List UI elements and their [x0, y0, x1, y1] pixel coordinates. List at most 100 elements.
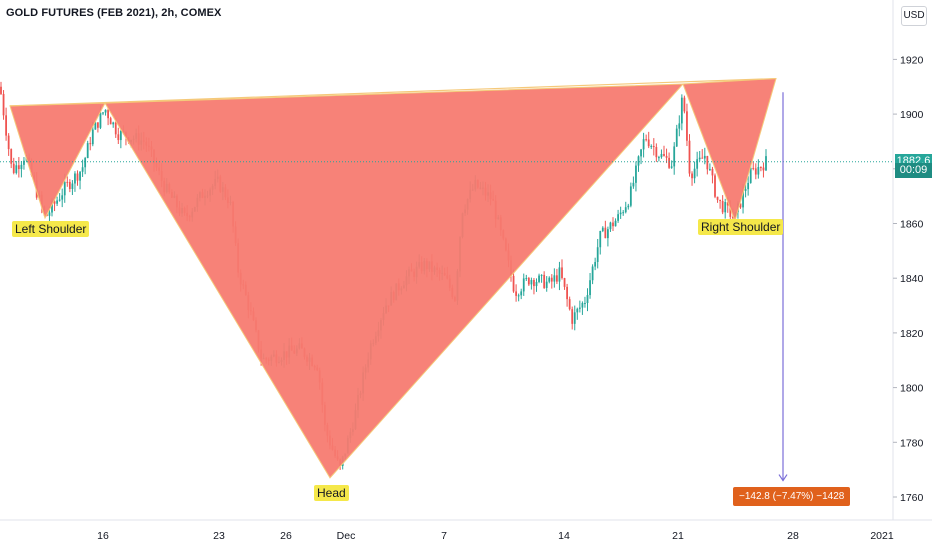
head-and-shoulders-pattern[interactable] — [9, 77, 777, 479]
head-label: Head — [314, 485, 349, 501]
candle-body — [594, 261, 597, 267]
candle-body — [726, 202, 729, 206]
candle-body — [520, 291, 523, 296]
candle-body — [107, 109, 109, 119]
candle-body — [543, 274, 546, 288]
candle-body — [744, 189, 747, 191]
candle-body — [84, 158, 87, 168]
candle-body — [698, 157, 701, 160]
candle-body — [691, 173, 693, 179]
price-tick-label: 1820 — [900, 328, 924, 340]
candle-body — [765, 156, 767, 171]
price-tick-label: 1860 — [900, 219, 924, 231]
candle-body — [622, 212, 625, 214]
candle-body — [66, 181, 69, 183]
candle-body — [558, 267, 561, 282]
candle-body — [617, 214, 619, 221]
candle-body — [721, 200, 724, 213]
candle-body — [53, 201, 56, 204]
right-shoulder-label: Right Shoulder — [698, 219, 784, 235]
candle-body — [678, 123, 681, 129]
candle-body — [97, 122, 99, 128]
candle-body — [647, 139, 650, 147]
time-axis[interactable]: 16 23 26 Dec 7 14 21 28 2021 — [97, 530, 894, 542]
candle-body — [515, 291, 517, 296]
candle-body — [701, 157, 704, 159]
price-tick-label: 1900 — [900, 109, 924, 121]
candle-body — [703, 155, 706, 159]
candle-body — [696, 159, 699, 169]
candle-body — [760, 167, 762, 169]
candle-body — [604, 227, 607, 239]
candle-body — [742, 190, 744, 208]
candle-body — [51, 201, 53, 213]
candle-body — [642, 139, 645, 150]
candle-body — [61, 195, 64, 200]
candle-body — [709, 168, 711, 170]
candle-body — [665, 155, 668, 158]
candle-body — [762, 167, 765, 171]
candle-body — [663, 153, 665, 156]
price-axis[interactable]: 176017801800182018401860188019001920 — [893, 54, 924, 504]
candle-body — [109, 118, 112, 125]
candle-body — [686, 111, 688, 141]
candle-body — [104, 109, 107, 113]
candle-body — [102, 112, 104, 114]
head-triangle[interactable] — [104, 83, 685, 479]
candle-body — [79, 171, 81, 181]
candle-body — [533, 279, 535, 287]
candle-body — [627, 205, 630, 208]
candle-body — [0, 86, 2, 94]
price-tick-label: 1780 — [900, 437, 924, 449]
candle-body — [637, 156, 640, 166]
candle-body — [658, 157, 660, 159]
candle-body — [7, 135, 10, 150]
candle-body — [17, 165, 20, 170]
candle-body — [581, 302, 584, 308]
candle-body — [563, 278, 566, 287]
candle-body — [706, 155, 709, 170]
candle-body — [522, 278, 525, 292]
candle-body — [619, 212, 622, 215]
candle-body — [548, 277, 551, 282]
projection-arrow[interactable] — [778, 92, 788, 482]
candle-body — [48, 212, 51, 216]
candle-body — [550, 277, 553, 282]
candle-body — [640, 149, 642, 157]
candle-body — [81, 167, 84, 172]
candle-body — [15, 165, 18, 173]
candle-body — [731, 216, 734, 218]
candle-body — [670, 166, 673, 168]
time-tick-label: 2021 — [870, 530, 894, 542]
candle-body — [5, 115, 7, 136]
candle-body — [650, 146, 653, 148]
candle-body — [512, 275, 515, 292]
candle-body — [680, 97, 683, 124]
candle-body — [568, 299, 571, 310]
candle-body — [58, 199, 61, 201]
time-tick-label: 26 — [280, 530, 292, 542]
candle-body — [556, 275, 558, 282]
candle-body — [652, 146, 655, 148]
candle-body — [525, 277, 528, 279]
candle-body — [668, 157, 670, 168]
candle-body — [545, 281, 548, 288]
right-shoulder-triangle[interactable] — [682, 78, 777, 223]
countdown-tag: 00:09 — [895, 163, 932, 178]
neckline[interactable] — [9, 77, 777, 107]
candle-body — [2, 93, 5, 116]
candle-body — [573, 312, 576, 324]
candle-body — [89, 143, 92, 145]
candle-body — [673, 146, 676, 167]
time-tick-label: 14 — [558, 530, 570, 542]
candle-body — [754, 168, 757, 175]
candle-body — [91, 129, 94, 145]
currency-button[interactable]: USD — [901, 6, 927, 26]
time-tick-label: Dec — [337, 530, 356, 542]
candle-body — [645, 139, 648, 141]
candle-body — [601, 227, 604, 232]
candle-body — [20, 164, 23, 170]
candle-body — [683, 97, 686, 112]
time-tick-label: 21 — [672, 530, 684, 542]
